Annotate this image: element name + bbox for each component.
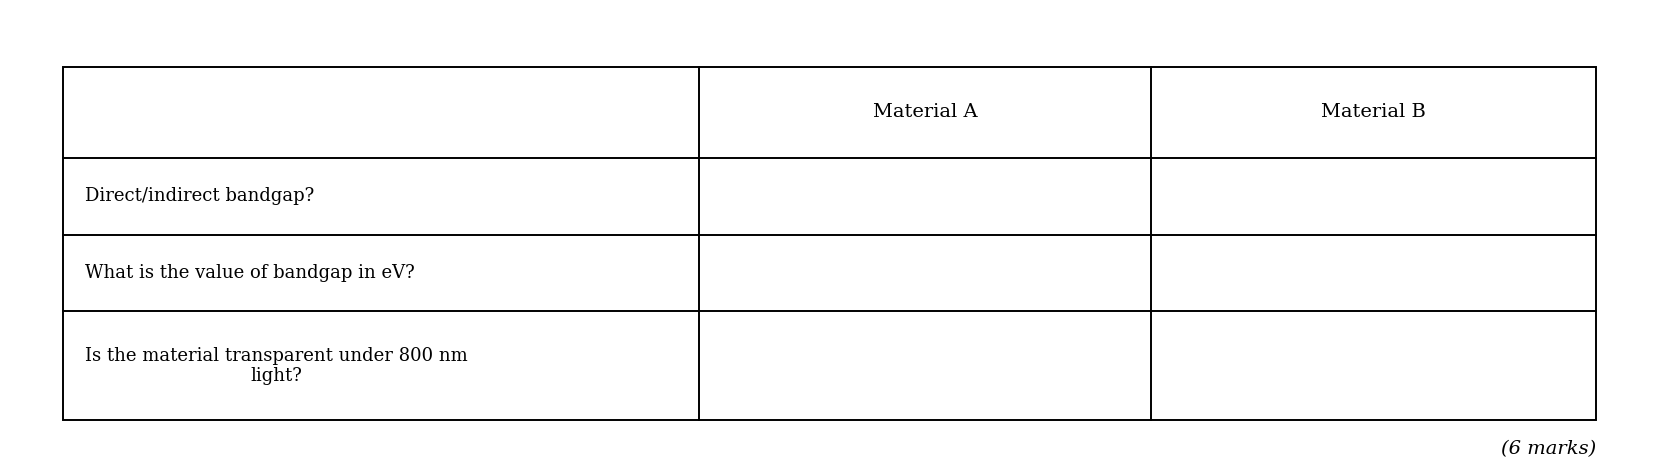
Bar — [63, 66, 1596, 420]
Text: What is the value of bandgap in eV?: What is the value of bandgap in eV? — [85, 264, 415, 282]
Text: Direct/indirect bandgap?: Direct/indirect bandgap? — [85, 188, 314, 205]
Text: Is the material transparent under 800 nm
light?: Is the material transparent under 800 nm… — [85, 347, 468, 385]
Text: Material A: Material A — [873, 103, 977, 121]
Text: (6 marks): (6 marks) — [1501, 440, 1596, 458]
Text: Material B: Material B — [1321, 103, 1427, 121]
